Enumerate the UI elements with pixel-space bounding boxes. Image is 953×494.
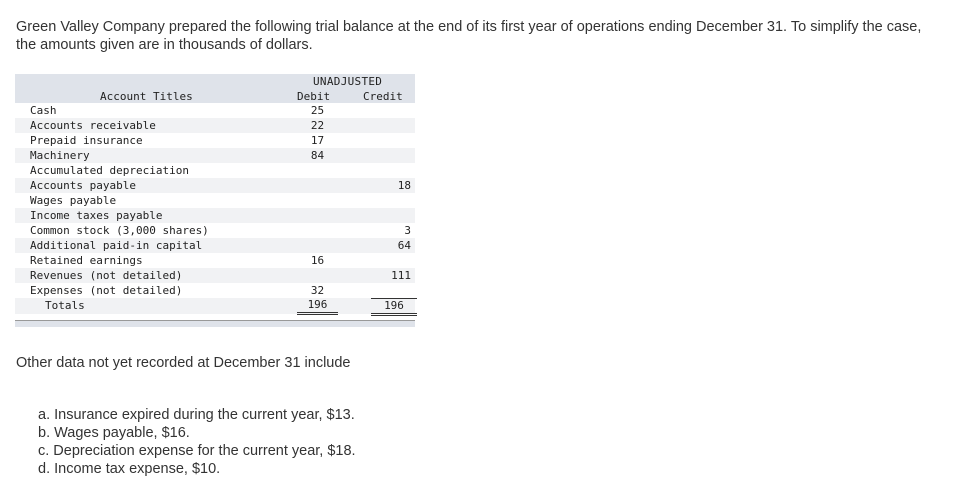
account-name: Income taxes payable bbox=[30, 209, 163, 222]
credit-value: 111 bbox=[391, 269, 411, 282]
table-row: Wages payable bbox=[15, 193, 415, 208]
table-row: Retained earnings 16 bbox=[15, 253, 415, 268]
table-row: Revenues (not detailed) 111 bbox=[15, 268, 415, 283]
debit-value: 17 bbox=[310, 134, 325, 147]
table-row: Additional paid-in capital 64 bbox=[15, 238, 415, 253]
table-footer-bar bbox=[15, 320, 415, 327]
table-row: Accounts receivable 22 bbox=[15, 118, 415, 133]
debit-value: 32 bbox=[297, 283, 338, 299]
credit-value: 18 bbox=[397, 179, 411, 192]
list-item: c. Depreciation expense for the current … bbox=[38, 443, 356, 459]
account-name: Accounts receivable bbox=[30, 119, 156, 132]
totals-row: Totals 196 196 bbox=[15, 298, 417, 316]
unadjusted-header: UNADJUSTED bbox=[313, 75, 383, 88]
credit-header: Credit bbox=[363, 90, 403, 103]
table-row: Cash 25 bbox=[15, 103, 415, 118]
table-row: Accounts payable 18 bbox=[15, 178, 415, 193]
debit-value: 84 bbox=[310, 149, 325, 162]
account-name: Cash bbox=[30, 104, 57, 117]
debit-value: 16 bbox=[310, 254, 325, 267]
list-item: a. Insurance expired during the current … bbox=[38, 407, 355, 423]
trial-balance-table: UNADJUSTED Account Titles Debit Credit C… bbox=[15, 74, 417, 327]
table-row: Accumulated depreciation bbox=[15, 163, 415, 178]
table-row: Common stock (3,000 shares) 3 bbox=[15, 223, 415, 238]
intro-paragraph: Green Valley Company prepared the follow… bbox=[16, 19, 922, 53]
credit-total: 196 bbox=[371, 298, 417, 316]
debit-total: 196 bbox=[297, 298, 338, 315]
account-name: Common stock (3,000 shares) bbox=[30, 224, 209, 237]
account-titles-header: Account Titles bbox=[100, 90, 193, 103]
debit-header: Debit bbox=[297, 90, 331, 103]
totals-label: Totals bbox=[45, 299, 85, 312]
debit-value: 22 bbox=[310, 119, 325, 132]
account-name: Prepaid insurance bbox=[30, 134, 143, 147]
credit-value: 64 bbox=[397, 239, 411, 252]
account-name: Additional paid-in capital bbox=[30, 239, 203, 252]
table-header: UNADJUSTED Account Titles Debit Credit bbox=[15, 74, 415, 103]
other-data-heading: Other data not yet recorded at December … bbox=[16, 355, 351, 371]
list-item: d. Income tax expense, $10. bbox=[38, 461, 221, 477]
account-name: Revenues (not detailed) bbox=[30, 269, 183, 282]
account-name: Accumulated depreciation bbox=[30, 164, 189, 177]
account-name: Retained earnings bbox=[30, 254, 143, 267]
account-name: Accounts payable bbox=[30, 179, 136, 192]
account-name: Wages payable bbox=[30, 194, 117, 207]
debit-value: 25 bbox=[310, 104, 325, 117]
adjustment-list: a. Insurance expired during the current … bbox=[38, 406, 356, 478]
list-item: b. Wages payable, $16. bbox=[38, 425, 190, 441]
credit-value: 3 bbox=[404, 224, 411, 237]
table-row: Machinery 84 bbox=[15, 148, 415, 163]
table-row: Expenses (not detailed) 32 bbox=[15, 283, 415, 299]
table-row: Income taxes payable bbox=[15, 208, 415, 223]
table-row: Prepaid insurance 17 bbox=[15, 133, 415, 148]
account-name: Machinery bbox=[30, 149, 90, 162]
account-name: Expenses (not detailed) bbox=[30, 284, 183, 297]
